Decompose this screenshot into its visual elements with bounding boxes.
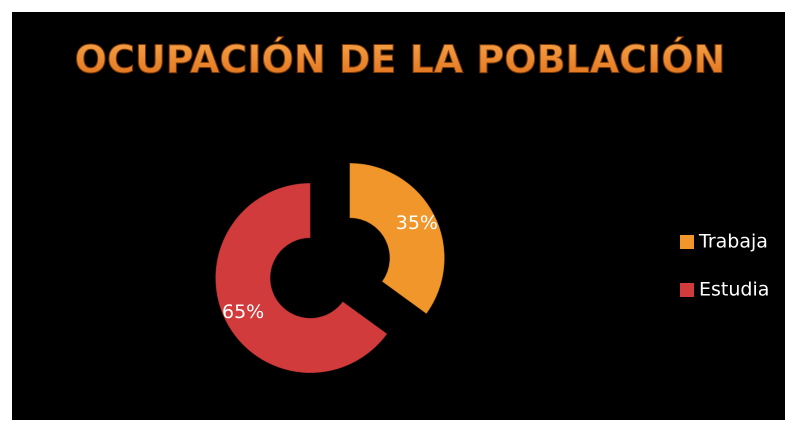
legend-marker: [680, 235, 694, 249]
legend-label: Trabaja: [698, 231, 768, 253]
donut-slice: [349, 162, 446, 315]
data-label: 65%: [222, 301, 264, 323]
legend-marker: [680, 283, 694, 297]
data-label: 35%: [396, 212, 438, 234]
donut-slice: [214, 182, 388, 374]
chart-title: OCUPACIÓN DE LA POBLACIÓN: [75, 38, 726, 82]
legend-label: Estudia: [699, 279, 769, 301]
